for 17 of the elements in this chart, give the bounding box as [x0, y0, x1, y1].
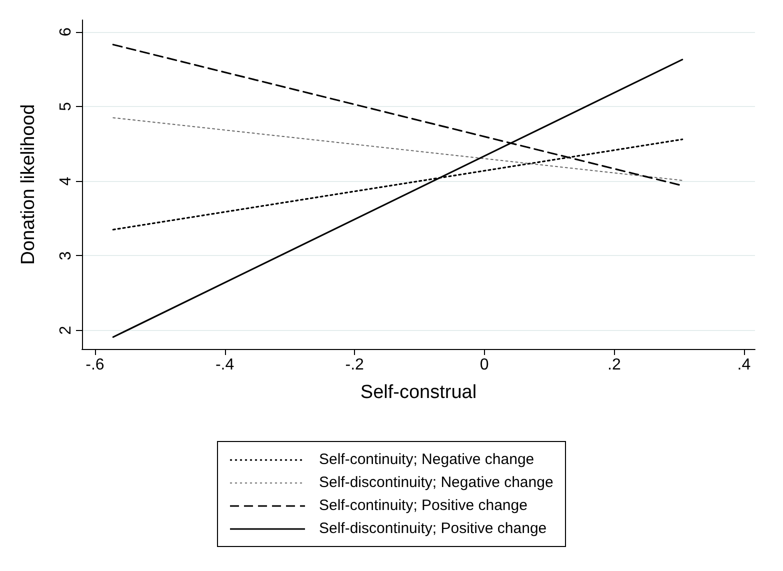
y-axis-title: Donation likelihood: [18, 104, 39, 265]
x-tick-label: -.4: [215, 356, 234, 374]
y-tick-label: 2: [58, 326, 74, 335]
x-tick-label: 0: [480, 356, 489, 374]
y-tick-label: 3: [58, 251, 74, 260]
x-tick-label: -.6: [86, 356, 104, 374]
y-tick-label: 4: [58, 176, 74, 186]
y-tick-label: 6: [58, 27, 74, 36]
legend-label: Self-discontinuity; Negative change: [319, 474, 554, 491]
x-tick-label: .4: [737, 356, 751, 374]
legend-label: Self-continuity; Positive change: [319, 497, 528, 514]
x-axis-title: Self-construal: [360, 382, 477, 403]
legend-label: Self-continuity; Negative change: [319, 451, 534, 468]
legend-label: Self-discontinuity; Positive change: [319, 520, 547, 537]
x-tick-label: -.2: [345, 356, 364, 374]
y-tick-label: 5: [58, 102, 74, 111]
x-tick-label: .2: [608, 356, 621, 374]
